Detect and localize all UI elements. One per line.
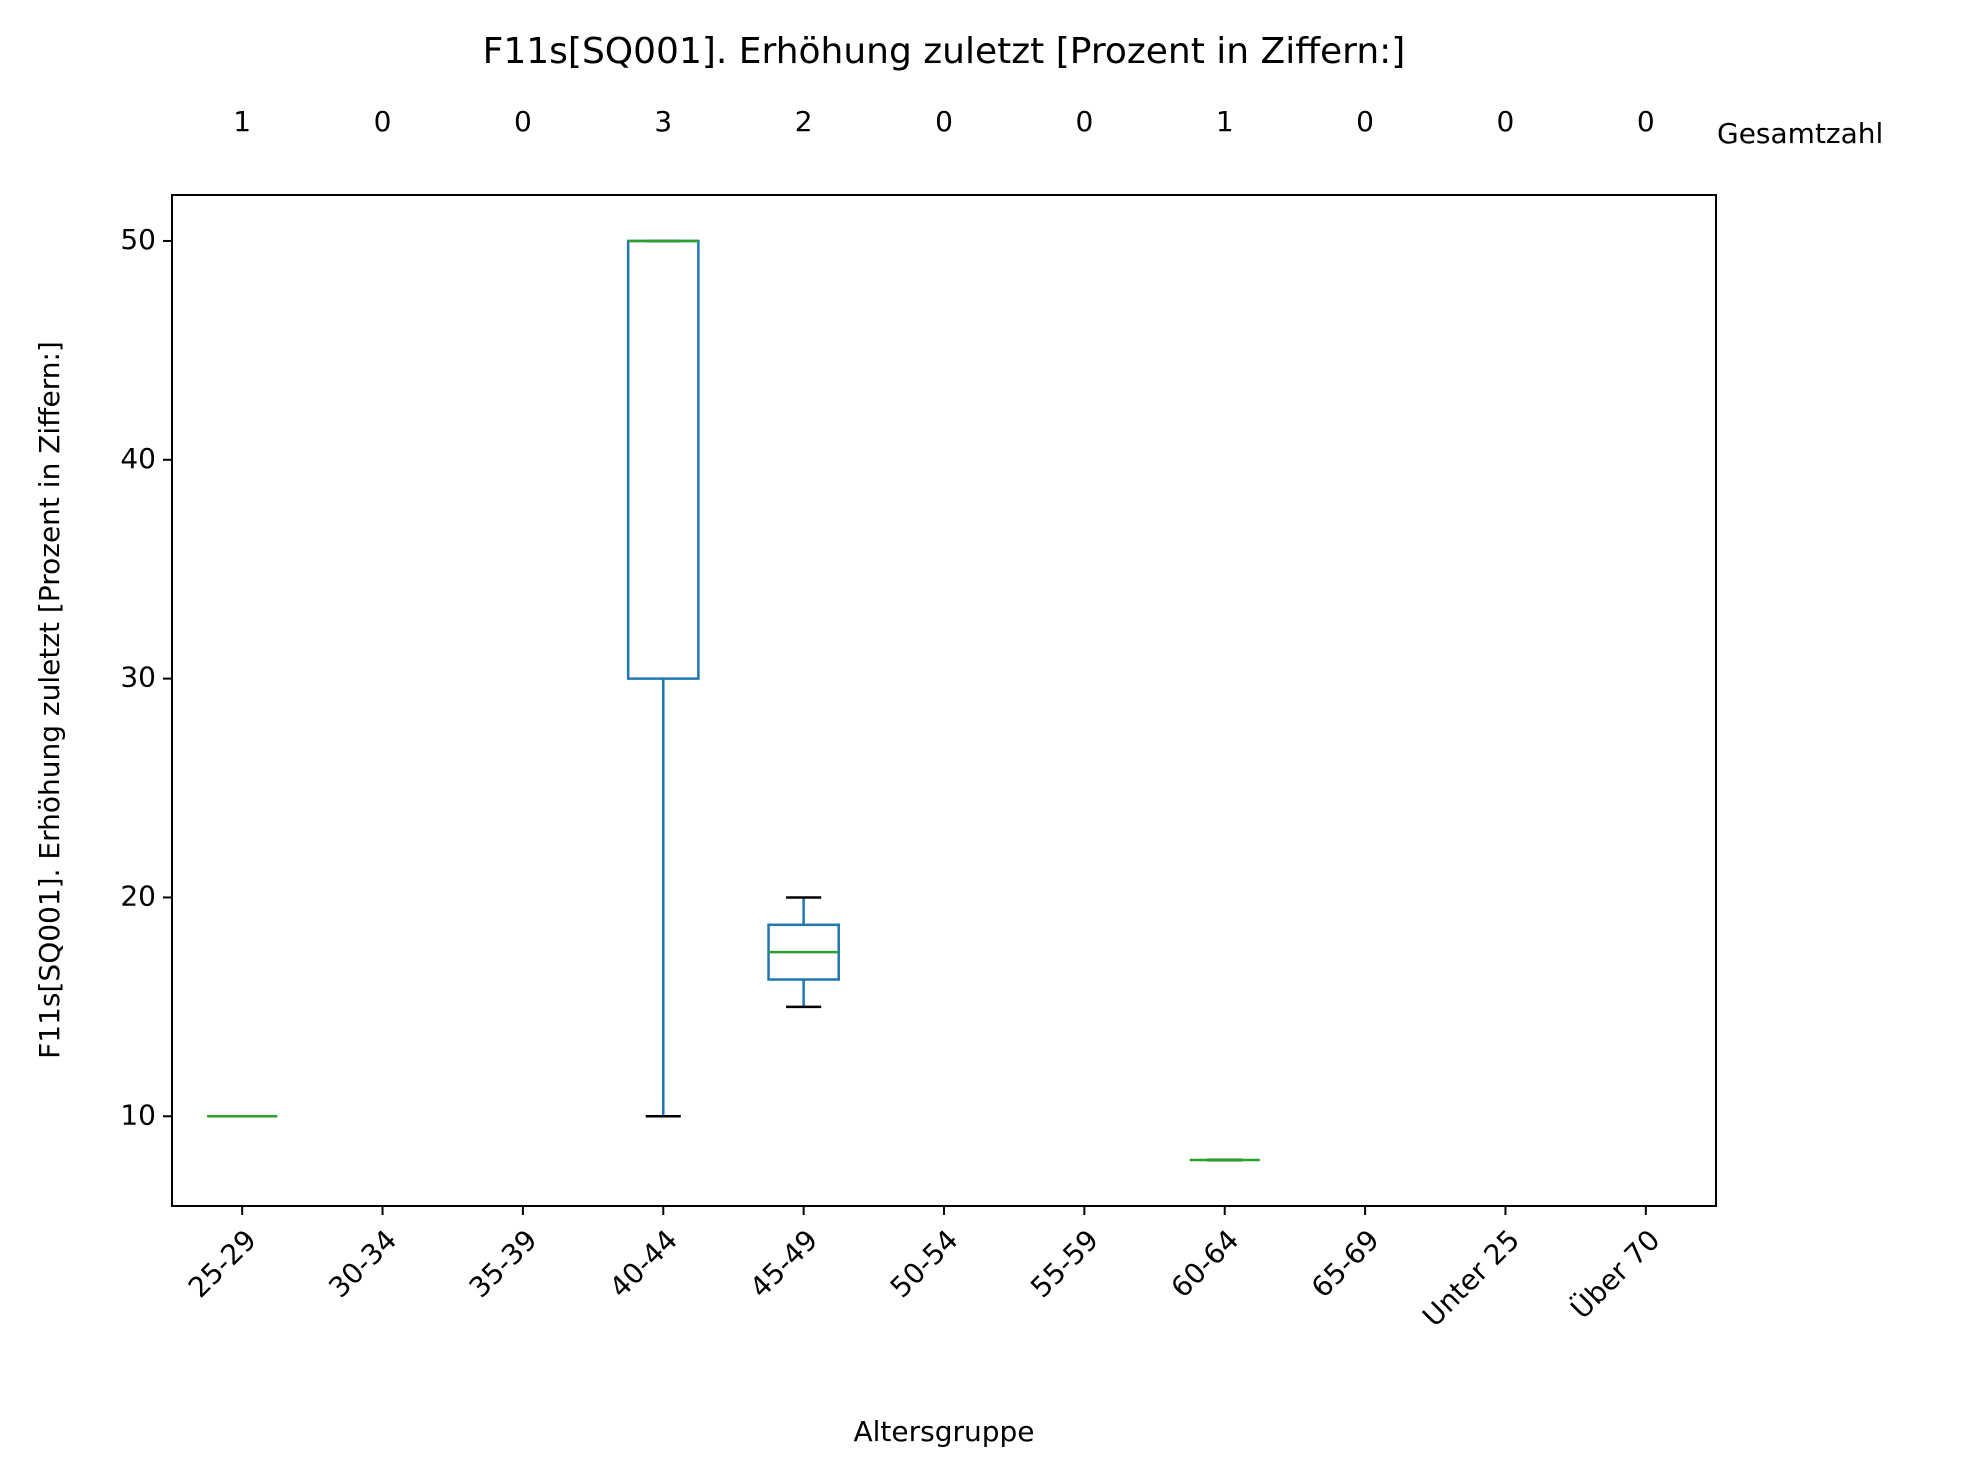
y-tick-label: 10 xyxy=(120,1098,156,1131)
x-tick-label: Unter 25 xyxy=(1416,1223,1526,1333)
x-tick-label: 45-49 xyxy=(743,1223,824,1304)
box xyxy=(626,239,700,680)
x-tick-label: 65-69 xyxy=(1305,1223,1386,1304)
x-tick-label: Über 70 xyxy=(1564,1223,1667,1326)
count-label: Gesamtzahl xyxy=(1717,117,1883,150)
x-tick-label: 40-44 xyxy=(603,1223,684,1304)
x-tick-label: 30-34 xyxy=(322,1223,403,1304)
y-tick-label: 20 xyxy=(120,879,156,912)
x-tick-label: 55-59 xyxy=(1024,1223,1105,1304)
plot-frame xyxy=(171,194,1717,1207)
x-tick-label: 35-39 xyxy=(463,1223,544,1304)
count-value: 0 xyxy=(935,105,953,138)
count-value: 2 xyxy=(795,105,813,138)
x-tick-label: 60-64 xyxy=(1164,1223,1245,1304)
y-tick-label: 50 xyxy=(120,223,156,256)
count-value: 0 xyxy=(1075,105,1093,138)
count-value: 0 xyxy=(514,105,532,138)
chart-title: F11s[SQ001]. Erhöhung zuletzt [Prozent i… xyxy=(483,31,1406,72)
count-value: 0 xyxy=(1637,105,1655,138)
y-tick-label: 40 xyxy=(120,442,156,475)
x-tick-label: 50-54 xyxy=(884,1223,965,1304)
x-axis-label: Altersgruppe xyxy=(853,1415,1034,1448)
x-tick-label: 25-29 xyxy=(182,1223,263,1304)
count-value: 3 xyxy=(654,105,672,138)
count-value: 0 xyxy=(1356,105,1374,138)
count-value: 1 xyxy=(1216,105,1234,138)
count-value: 0 xyxy=(1497,105,1515,138)
count-value: 0 xyxy=(374,105,392,138)
y-tick-label: 30 xyxy=(120,661,156,694)
y-axis-label: F11s[SQ001]. Erhöhung zuletzt [Prozent i… xyxy=(33,341,66,1059)
count-value: 1 xyxy=(233,105,251,138)
